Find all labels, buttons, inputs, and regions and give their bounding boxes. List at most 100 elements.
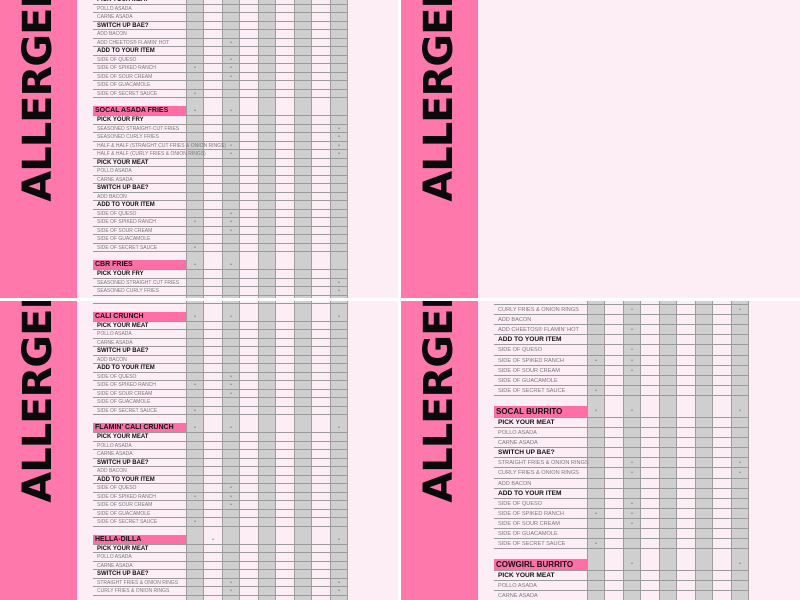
menu-item-header: FLAMIN' CALI CRUNCH • • • [93,423,348,433]
row-label: COWGIRL BURRITO [496,560,574,570]
table-row: SIDE OF SOUR CREAM • [93,73,348,81]
row-label: CBR FRIES [95,261,133,268]
allergen-column-stripe [623,301,641,600]
allergen-columns [587,301,749,600]
header-bar [93,534,186,544]
allergen-column-stripe [186,301,204,600]
spacer [494,549,749,559]
row-label: STRAIGHT FRIES & ONION RINGS [97,579,179,586]
menu-item-header: COWGIRL BURRITO • • [494,559,749,572]
allergen-page-top-right: ALLERGENS [401,0,800,298]
allergen-mark: • [194,382,196,388]
table-row: SIDE OF GUACAMOLE [494,529,749,540]
allergen-mark: • [194,519,196,525]
row-label: ADD CHEETOS® FLAMIN' HOT [97,39,170,46]
allergen-mark: • [194,407,196,414]
table-row: CURLY FRIES & ONION RINGS • • [93,587,348,596]
row-label: SWITCH UP BAE? [97,22,149,29]
section-heading-row: ADD TO YOUR ITEM [93,201,348,210]
section-heading-row: SWITCH UP BAE? [93,184,348,193]
spacer [93,98,348,106]
row-label: ADD TO YOUR ITEM [97,48,155,54]
section-heading-row: ADD TO YOUR ITEM [93,476,348,484]
row-label: SIDE OF SPIKED RANCH [498,510,564,517]
row-label: SIDE OF QUESO [97,373,137,380]
allergen-column-stripe [695,301,713,600]
row-label: ADD CHEETOS® FLAMIN' HOT [498,327,579,334]
row-label: ADD TO YOUR ITEM [97,202,155,208]
row-label: ADD TO YOUR ITEM [97,476,155,483]
row-label: CURLY FRIES & ONION RINGS [498,470,579,477]
allergen-mark: • [595,510,597,517]
row-label: PICK YOUR MEAT [97,322,149,329]
row-label: ADD BACON [97,468,127,474]
table-row: SEASONED STRAIGHT-CUT FRIES • [93,125,348,133]
row-label: SIDE OF SPIKED RANCH [97,382,156,388]
row-label: PICK YOUR MEAT [97,545,149,552]
allergen-mark: • [230,39,232,46]
table-row: STRAIGHT FRIES & ONION RINGS [494,301,749,306]
menu-item-header: HELLA-DILLA • • [93,534,348,545]
row-label: CARNE ASADA [498,440,538,447]
row-label: SIDE OF SOUR CREAM [97,502,153,508]
row-label: SIDE OF SPIKED RANCH [97,493,156,500]
row-label: STRAIGHT FRIES & ONION RINGS [498,460,589,467]
table-row: SIDE OF QUESO • [93,210,348,218]
spacer [93,415,348,423]
table-row: SIDE OF SPIKED RANCH • • [93,381,348,390]
table-row: ADD CHEETOS® FLAMIN' HOT • [494,325,749,336]
table-row: SIDE OF SECRET SAUCE • [93,518,348,527]
section-heading-row: ADD TO YOUR ITEM [93,47,348,56]
row-label: SIDE OF SPIKED RANCH [97,219,156,225]
row-label: PICK YOUR MEAT [97,159,149,166]
table-row: SIDE OF SECRET SAUCE • [93,90,348,98]
row-label: SEASONED CURLY FRIES [97,288,159,294]
allergen-table: SIDE OF SECRET SAUCE CALI CRUNCH • • • PICK Y… [93,301,348,596]
allergen-mark: • [230,485,232,491]
row-label: SWITCH UP BAE? [97,571,149,577]
allergen-mark: • [230,65,232,71]
row-label: PICK YOUR FRY [97,117,144,123]
table-row: CURLY FRIES & ONION RINGS • • [494,468,749,479]
section-heading-row: PICK YOUR MEAT [93,0,348,5]
row-label: SEASONED CURLY FRIES [97,134,159,140]
row-label: HALF & HALF (CURLY FRIES & ONION RINGS) [97,151,206,157]
section-heading-row: PICK YOUR MEAT [494,571,749,582]
header-bar [93,423,186,432]
allergen-mark: • [230,502,232,508]
allergen-mark: • [739,407,741,414]
header-bar [93,260,186,269]
allergen-mark: • [338,288,340,294]
allergen-mark: • [338,279,340,286]
row-label: SIDE OF SECRET SAUCE [97,407,158,414]
allergen-mark: • [338,588,340,594]
table-row: CARNE ASADA [494,438,749,449]
row-label: SIDE OF SECRET SAUCE [97,90,158,97]
allergen-mark: • [595,357,597,364]
table-row: SIDE OF QUESO • [494,345,749,356]
table-row: SEASONED CURLY FRIES • [93,133,348,142]
section-heading-row: PICK YOUR MEAT [93,433,348,442]
table-row: STRAIGHT FRIES & ONION RINGS • • [93,579,348,587]
row-label: SIDE OF GUACAMOLE [97,399,151,405]
allergen-column-stripe [222,0,240,298]
row-label: POLLO ASADA [498,583,537,590]
header-bar [494,405,587,417]
allergen-mark: • [631,367,633,374]
table-row: POLLO ASADA [93,5,348,13]
allergen-mark: • [230,588,232,594]
allergen-mark: • [230,313,232,320]
row-label: SIDE OF SOUR CREAM [498,367,560,374]
table-row: ADD BACON [93,356,348,364]
row-label: SIDE OF SPIKED RANCH [97,65,156,71]
row-label: ADD BACON [97,356,127,363]
row-label: SEASONED STRAIGHT-CUT FRIES [97,125,180,132]
allergen-column-stripe [294,301,312,600]
row-label: SWITCH UP BAE? [97,459,149,466]
allergen-mark: • [230,210,232,217]
row-label: SIDE OF GUACAMOLE [498,377,558,384]
allergen-mark: • [212,536,214,543]
table-row: SIDE OF QUESO • [93,56,348,64]
table-row: SIDE OF SOUR CREAM • [494,519,749,529]
row-label: SIDE OF GUACAMOLE [97,236,151,242]
